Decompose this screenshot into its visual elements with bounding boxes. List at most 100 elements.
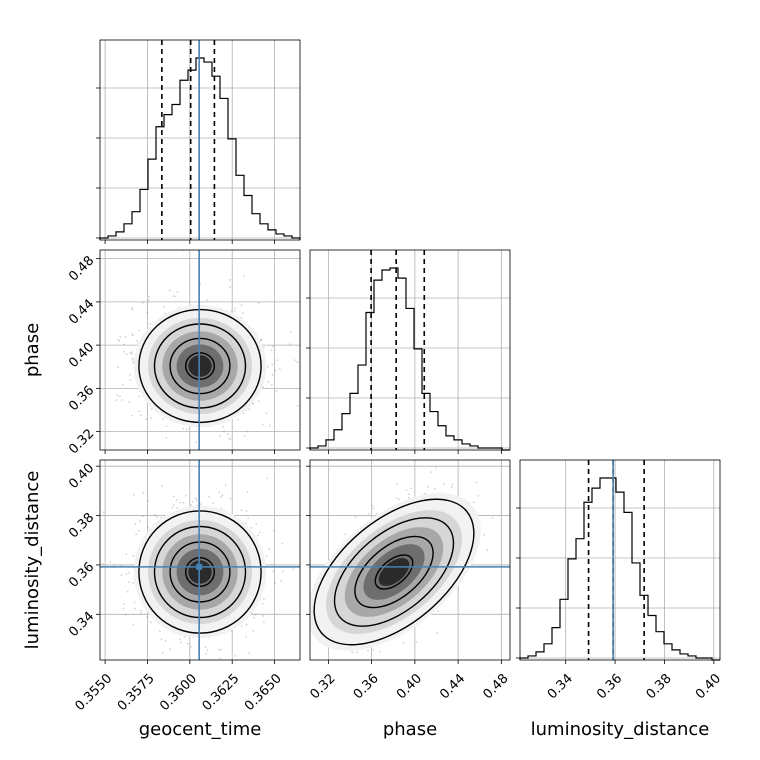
sample-point [237, 418, 239, 421]
sample-point [253, 616, 256, 619]
panel-geocent-time-vs-phase: 0.32 0.36 0.40 0.44 0.48 [66, 249, 301, 470]
sample-point [206, 649, 209, 652]
sample-point [212, 502, 214, 504]
sample-point [356, 675, 358, 677]
sample-point [148, 295, 151, 298]
sample-point [367, 649, 369, 652]
sample-point [268, 548, 271, 551]
sample-point [405, 489, 408, 491]
sample-point [295, 580, 297, 582]
sample-point [174, 295, 177, 298]
sample-point [234, 655, 237, 657]
histogram-luminosity-distance: 0.34 0.36 0.38 0.40 [516, 459, 724, 702]
sample-point [410, 487, 412, 490]
sample-point [132, 623, 135, 626]
sample-point [135, 340, 138, 342]
sample-point [258, 531, 261, 534]
sample-point [145, 418, 148, 421]
sample-point [263, 598, 265, 601]
sample-point [269, 424, 271, 427]
sample-point [146, 616, 149, 618]
sample-point [171, 506, 174, 509]
sample-point [230, 309, 233, 312]
contour-line [184, 557, 215, 588]
sample-point [262, 621, 265, 623]
sample-point [132, 493, 135, 496]
sample-point [243, 275, 246, 277]
sample-point [176, 291, 179, 293]
sample-point [262, 386, 264, 388]
sample-point [150, 621, 152, 624]
sample-point [248, 408, 250, 410]
x-tick-label: 0.48 [480, 671, 511, 702]
sample-point [130, 351, 133, 353]
panel-frame [99, 39, 301, 241]
panel-content [115, 250, 299, 470]
sample-point [142, 491, 145, 494]
sample-point [378, 650, 381, 653]
sample-point [130, 414, 133, 417]
sample-point [224, 484, 227, 487]
sample-point [217, 648, 220, 651]
contour-line [313, 498, 475, 646]
histogram-step [519, 477, 720, 661]
sample-point [367, 512, 370, 515]
x-tick-label: 0.38 [644, 671, 675, 702]
y-tick-label: 0.44 [66, 297, 97, 328]
sample-point [128, 571, 131, 574]
sample-point [278, 368, 281, 370]
sample-point [205, 652, 208, 655]
sample-point [134, 523, 137, 526]
x-axis-label-luminosity-distance: luminosity_distance [531, 719, 710, 740]
sample-point [243, 435, 246, 437]
sample-point [147, 526, 149, 529]
sample-point [246, 491, 249, 493]
density-level [188, 355, 212, 377]
sample-point [229, 286, 232, 289]
sample-point [160, 638, 163, 641]
sample-point [253, 468, 255, 470]
sample-point [156, 516, 158, 519]
sample-point [182, 501, 185, 504]
sample-point [168, 648, 171, 650]
sample-point [202, 665, 204, 667]
sample-point [139, 612, 142, 615]
sample-point [142, 515, 144, 518]
sample-point [245, 510, 248, 512]
sample-point [147, 499, 150, 502]
sample-point [293, 638, 295, 640]
contour-line [333, 517, 455, 627]
sample-point [208, 495, 210, 498]
x-tick-label: 0.3650 [242, 671, 285, 714]
y-tick-label: 0.48 [66, 253, 97, 284]
x-axis-label-geocent-time: geocent_time [139, 719, 262, 740]
sample-point [252, 403, 254, 405]
sample-point [262, 423, 264, 426]
contour-line [184, 352, 215, 380]
sample-point [220, 496, 223, 498]
sample-point [272, 570, 274, 573]
sample-point [273, 529, 276, 532]
x-tick-label: 0.40 [394, 671, 425, 702]
sample-point [511, 565, 513, 567]
sample-point [228, 278, 231, 281]
sample-point [182, 427, 185, 430]
sample-point [119, 336, 122, 338]
sample-point [354, 516, 357, 519]
sample-point [271, 563, 273, 566]
sample-point [402, 641, 405, 644]
panel-content [100, 460, 300, 667]
sample-point [228, 437, 231, 440]
sample-point [395, 497, 398, 499]
sample-point [267, 380, 269, 383]
sample-point [280, 579, 282, 582]
sample-point [221, 494, 224, 496]
sample-point [161, 485, 164, 487]
y-tick-label: 0.32 [66, 426, 97, 457]
sample-point [165, 425, 168, 428]
sample-point [128, 400, 131, 403]
panel-content [293, 466, 513, 677]
sample-point [190, 504, 192, 506]
panel-geocent-time-vs-luminosity-distance: 0.3550 0.3575 0.3600 0.3625 0.3650 0.34 0.36 0.… [66, 459, 301, 714]
sample-point [132, 582, 134, 584]
